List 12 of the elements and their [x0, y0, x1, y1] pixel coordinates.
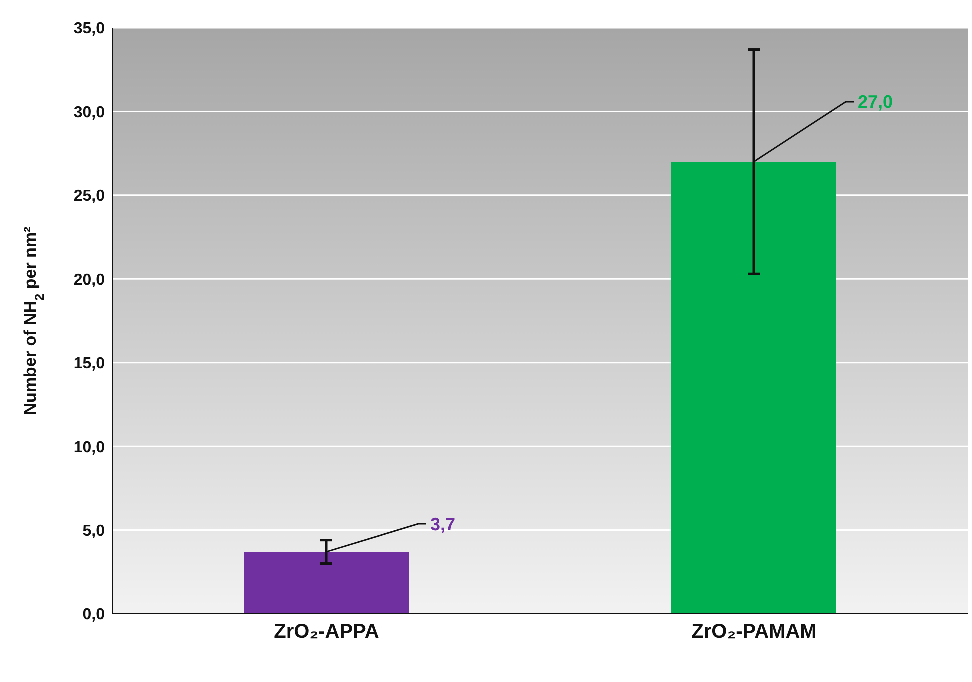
y-tick-label: 25,0 — [74, 188, 106, 206]
x-tick-label: ZrO₂-PAMAM — [692, 621, 817, 643]
y-tick-label: 10,0 — [74, 439, 106, 456]
data-label: 3,7 — [430, 514, 456, 534]
y-tick-label: 20,0 — [74, 272, 106, 289]
x-tick-label: ZrO₂-APPA — [274, 621, 380, 643]
y-tick-label: 0,0 — [82, 606, 106, 624]
y-tick-label: 5,0 — [82, 522, 106, 540]
y-tick-label: 15,0 — [74, 356, 106, 373]
y-tick-label: 35,0 — [74, 20, 106, 38]
data-label: 27,0 — [858, 92, 894, 112]
y-tick-label: 30,0 — [74, 104, 106, 122]
